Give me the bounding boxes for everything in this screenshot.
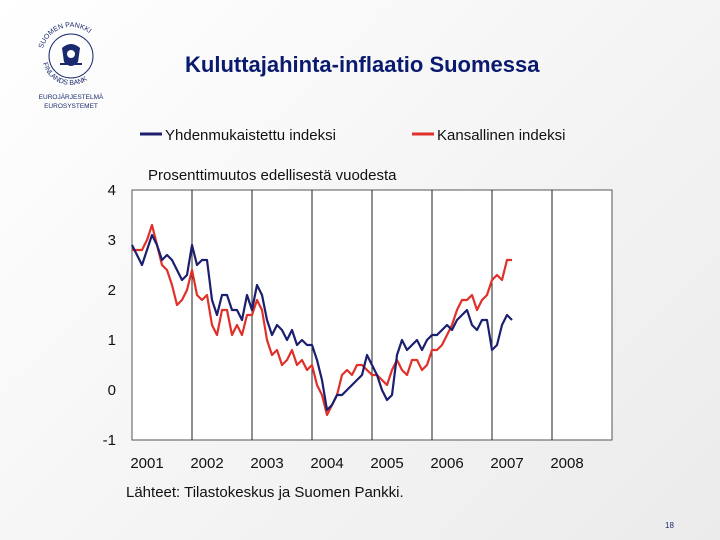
y-tick-label: 3 <box>108 232 116 249</box>
y-tick-label: 1 <box>108 332 116 349</box>
x-tick-label: 2005 <box>370 455 403 472</box>
legend: Yhdenmukaistettu indeksi Kansallinen ind… <box>140 127 565 144</box>
slide-title: Kuluttajahinta-inflaatio Suomessa <box>185 52 540 77</box>
x-tick-label: 2006 <box>430 455 463 472</box>
x-tick-label: 2003 <box>250 455 283 472</box>
series-line-0 <box>131 233 513 412</box>
y-tick-label: 4 <box>108 182 116 199</box>
x-tick-label: 2001 <box>130 455 163 472</box>
series-lines <box>131 223 513 417</box>
y-tick-label: -1 <box>103 432 116 449</box>
x-tick-label: 2004 <box>310 455 343 472</box>
x-tick-label: 2007 <box>490 455 523 472</box>
y-tick-label: 2 <box>108 282 116 299</box>
chart-subtitle: Prosenttimuutos edellisestä vuodesta <box>148 167 397 184</box>
logo-line1: EUROJÄRJESTELMÄ <box>39 93 104 101</box>
y-tick-label: 0 <box>108 382 116 399</box>
logo: SUOMEN PANKKI FINLANDS BANK EUROJÄRJESTE… <box>32 14 110 114</box>
legend-label-harmonised: Yhdenmukaistettu indeksi <box>165 127 336 144</box>
x-tick-label: 2002 <box>190 455 223 472</box>
page-number: 18 <box>665 521 674 530</box>
y-axis: 4 3 2 1 0 -1 <box>103 182 116 449</box>
legend-label-national: Kansallinen indeksi <box>437 127 565 144</box>
source-note: Lähteet: Tilastokeskus ja Suomen Pankki. <box>126 484 404 501</box>
series-line-1 <box>132 223 512 417</box>
x-axis: 2001 2002 2003 2004 2005 2006 2007 2008 <box>130 455 583 472</box>
x-tick-label: 2008 <box>550 455 583 472</box>
bank-emblem-icon: SUOMEN PANKKI FINLANDS BANK EUROJÄRJESTE… <box>38 22 104 110</box>
logo-line2: EUROSYSTEMET <box>44 103 98 110</box>
